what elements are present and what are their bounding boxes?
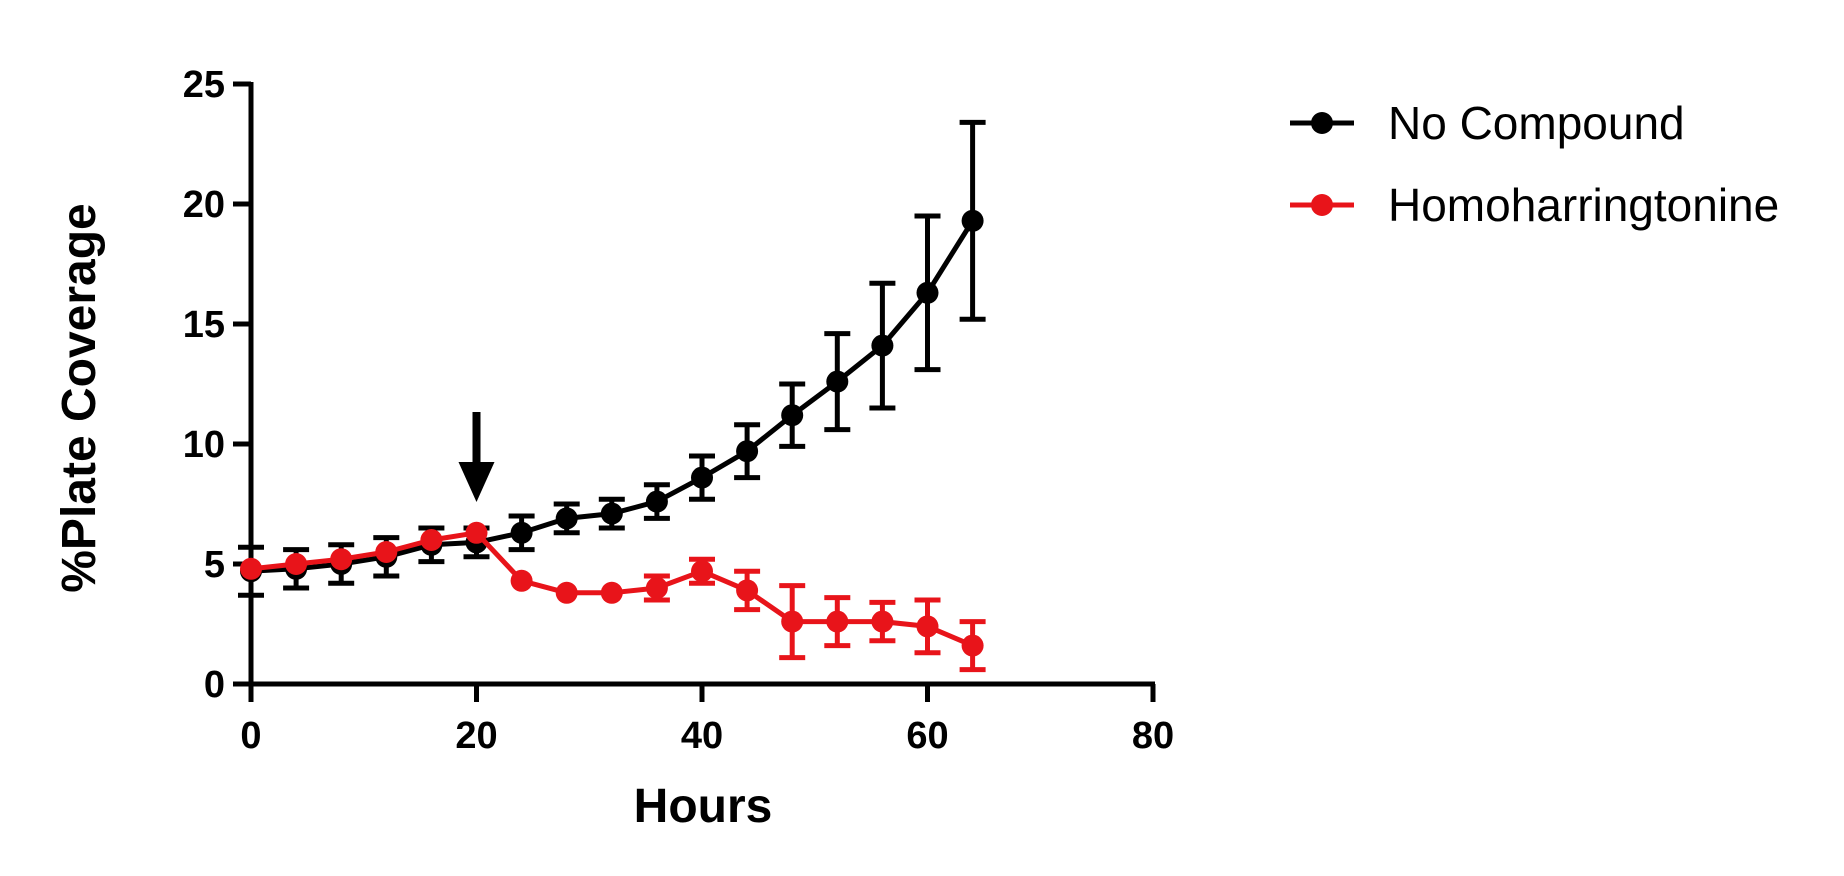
data-point (916, 615, 939, 638)
x-tick-label: 20 (455, 715, 497, 757)
data-point (961, 634, 984, 657)
data-point (826, 370, 849, 393)
data-point (555, 507, 578, 530)
y-tick-label: 10 (183, 424, 225, 466)
data-point (240, 557, 262, 580)
legend: No Compound Homoharringtonine (1290, 97, 1779, 231)
data-point (736, 440, 759, 463)
data-point (510, 521, 533, 544)
data-point (736, 579, 759, 602)
y-tick-label: 25 (183, 64, 225, 106)
data-point (871, 334, 894, 357)
y-tick-label: 15 (183, 304, 225, 346)
data-point (916, 281, 939, 304)
data-point (465, 521, 488, 544)
x-tick-label: 40 (681, 715, 723, 757)
legend-item: Homoharringtonine (1290, 179, 1779, 231)
data-point (691, 560, 713, 583)
x-tick-label: 60 (906, 715, 948, 757)
y-tick-label: 5 (204, 544, 225, 586)
data-point (645, 577, 668, 599)
series-1 (240, 521, 986, 673)
data-point (285, 553, 308, 575)
x-axis-title: Hours (634, 780, 773, 833)
y-axis-title: %Plate Coverage (53, 203, 106, 593)
data-point (781, 610, 804, 633)
y-tick-label: 0 (204, 664, 225, 706)
annotation-layer (458, 412, 495, 502)
data-point (961, 209, 984, 232)
data-point (420, 529, 443, 551)
data-point (645, 490, 668, 513)
series-0 (238, 119, 986, 598)
legend-marker (1311, 194, 1333, 216)
data-point (555, 581, 578, 604)
arrow-head-icon (458, 462, 495, 502)
data-point (691, 466, 713, 489)
y-tick-label: 20 (183, 184, 225, 226)
data-point (510, 569, 533, 592)
axes: 0 5 10 15 20 25 0 20 40 60 80 (183, 64, 1174, 757)
data-point (600, 581, 623, 604)
legend-label: Homoharringtonine (1388, 179, 1779, 231)
data-point (330, 548, 353, 571)
data-point (826, 610, 849, 633)
data-point (600, 502, 623, 525)
data-point (781, 404, 804, 427)
x-tick-label: 0 (240, 715, 261, 757)
legend-marker (1311, 112, 1333, 134)
series-layer (238, 119, 986, 673)
legend-item: No Compound (1290, 97, 1685, 149)
data-point (871, 610, 894, 633)
x-tick-label: 80 (1132, 715, 1174, 757)
legend-label: No Compound (1388, 97, 1685, 149)
data-point (375, 541, 398, 563)
